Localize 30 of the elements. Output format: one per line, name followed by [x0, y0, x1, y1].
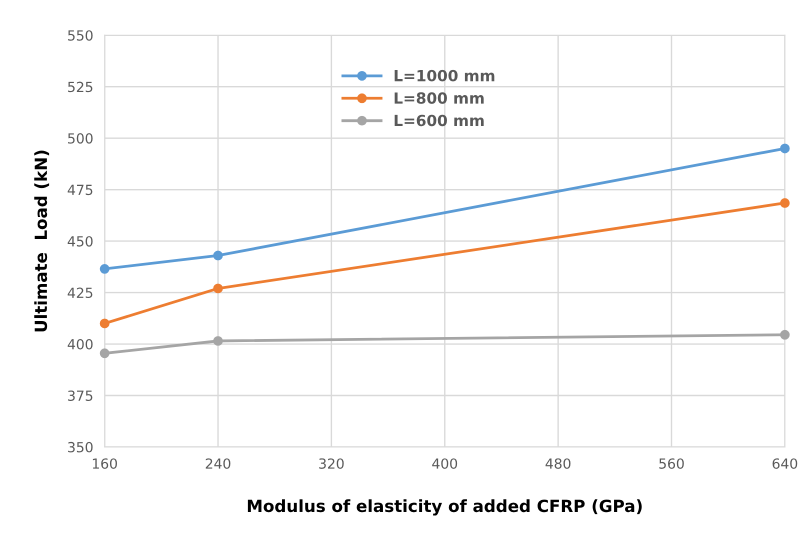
x-axis-title: Modulus of elasticity of added CFRP (GPa)	[248, 499, 642, 516]
y-tick-label: 400	[68, 339, 93, 350]
point	[780, 330, 790, 340]
y-tick-label: 500	[68, 133, 93, 144]
x-tick-label: 320	[319, 458, 344, 469]
point	[100, 318, 110, 328]
y-tick-label: 550	[68, 30, 93, 41]
y-tick-label: 525	[68, 82, 92, 92]
x-tick-label: 240	[206, 458, 230, 469]
legend-label: L=1000 mm	[394, 70, 494, 82]
x-tick-label: 160	[92, 458, 117, 469]
x-tick-label: 480	[546, 458, 570, 469]
x-tick-label: 640	[772, 458, 798, 469]
y-tick-label: 350	[68, 442, 93, 452]
y-tick-label: 425	[68, 288, 92, 298]
y-tick-label: 475	[68, 184, 92, 196]
x-tick-label: 560	[659, 458, 684, 469]
y-axis-title: Ultimate Load (kN)	[34, 150, 50, 332]
point	[213, 284, 223, 294]
x-tick-label: 400	[432, 458, 458, 469]
y-tick-label: 450	[68, 236, 93, 247]
y-tick-label: 375	[68, 390, 92, 401]
legend-label: L=800 mm	[394, 92, 484, 104]
point	[780, 198, 790, 208]
point	[780, 144, 790, 154]
legend-label: L=600 mm	[394, 114, 484, 126]
point	[100, 264, 110, 274]
point	[100, 348, 110, 358]
point	[213, 336, 223, 346]
point	[213, 250, 223, 260]
